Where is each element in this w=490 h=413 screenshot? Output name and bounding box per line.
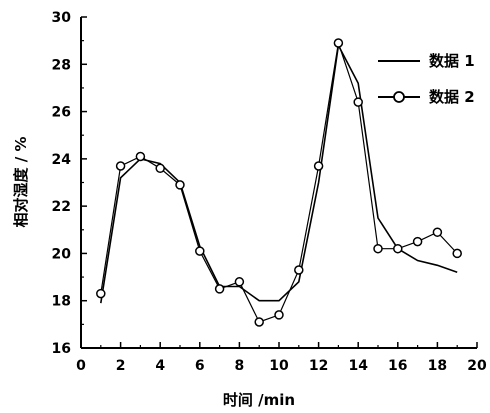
y-tick-label: 24 — [52, 152, 72, 168]
series-2-point — [432, 227, 443, 237]
y-axis-ticks: 16 18 20 22 24 26 28 30 — [52, 10, 87, 357]
series-2-point — [195, 246, 205, 256]
series-2-point — [96, 288, 106, 299]
series-2-line — [100, 42, 458, 323]
series-2-point — [274, 310, 284, 320]
series-2-point — [234, 277, 245, 287]
y-tick-label: 20 — [52, 246, 72, 262]
x-tick-label: 0 — [76, 358, 86, 374]
x-tick-label: 8 — [235, 358, 245, 374]
x-tick-label: 4 — [155, 358, 165, 374]
y-tick-label: 18 — [52, 294, 71, 310]
series-2-point — [313, 161, 324, 171]
series-2-point — [175, 180, 185, 190]
y-tick-label: 16 — [52, 341, 71, 357]
x-axis-title: 时间 /min — [223, 391, 295, 409]
x-axis-ticks: 0 2 4 6 8 10 12 14 16 18 20 — [76, 342, 487, 374]
series-2-point — [393, 243, 403, 254]
series-2-point — [353, 97, 363, 107]
series-1-line — [100, 42, 458, 304]
x-tick-label: 16 — [388, 358, 407, 374]
x-tick-label: 2 — [116, 358, 126, 374]
x-tick-label: 18 — [428, 358, 447, 374]
series-layer — [96, 38, 462, 327]
series-2-point — [155, 163, 165, 174]
y-tick-label: 28 — [52, 57, 71, 73]
series-2-point — [115, 161, 126, 171]
series-2-point — [333, 38, 344, 48]
y-axis-title: 相对湿度 / % — [12, 137, 30, 228]
x-tick-label: 12 — [309, 358, 328, 374]
series-2-point — [452, 248, 462, 259]
legend: 数据 1 数据 2 — [378, 52, 475, 106]
series-2-point — [214, 284, 225, 294]
axes — [80, 17, 477, 349]
series-2-point — [135, 151, 146, 162]
series-2-point — [294, 265, 304, 275]
x-tick-label: 14 — [348, 358, 368, 374]
legend-label-series-1: 数据 1 — [429, 52, 475, 70]
y-tick-label: 22 — [52, 199, 71, 215]
y-tick-label: 30 — [52, 10, 72, 26]
legend-label-series-2: 数据 2 — [429, 88, 475, 106]
series-2-point — [412, 236, 423, 247]
series-2-point — [254, 317, 264, 327]
x-tick-label: 10 — [269, 358, 289, 374]
legend-marker-series-2 — [393, 91, 405, 103]
x-tick-label: 6 — [195, 358, 205, 374]
y-tick-label: 26 — [52, 105, 71, 121]
series-2-point — [373, 243, 383, 254]
x-tick-label: 20 — [467, 358, 487, 374]
